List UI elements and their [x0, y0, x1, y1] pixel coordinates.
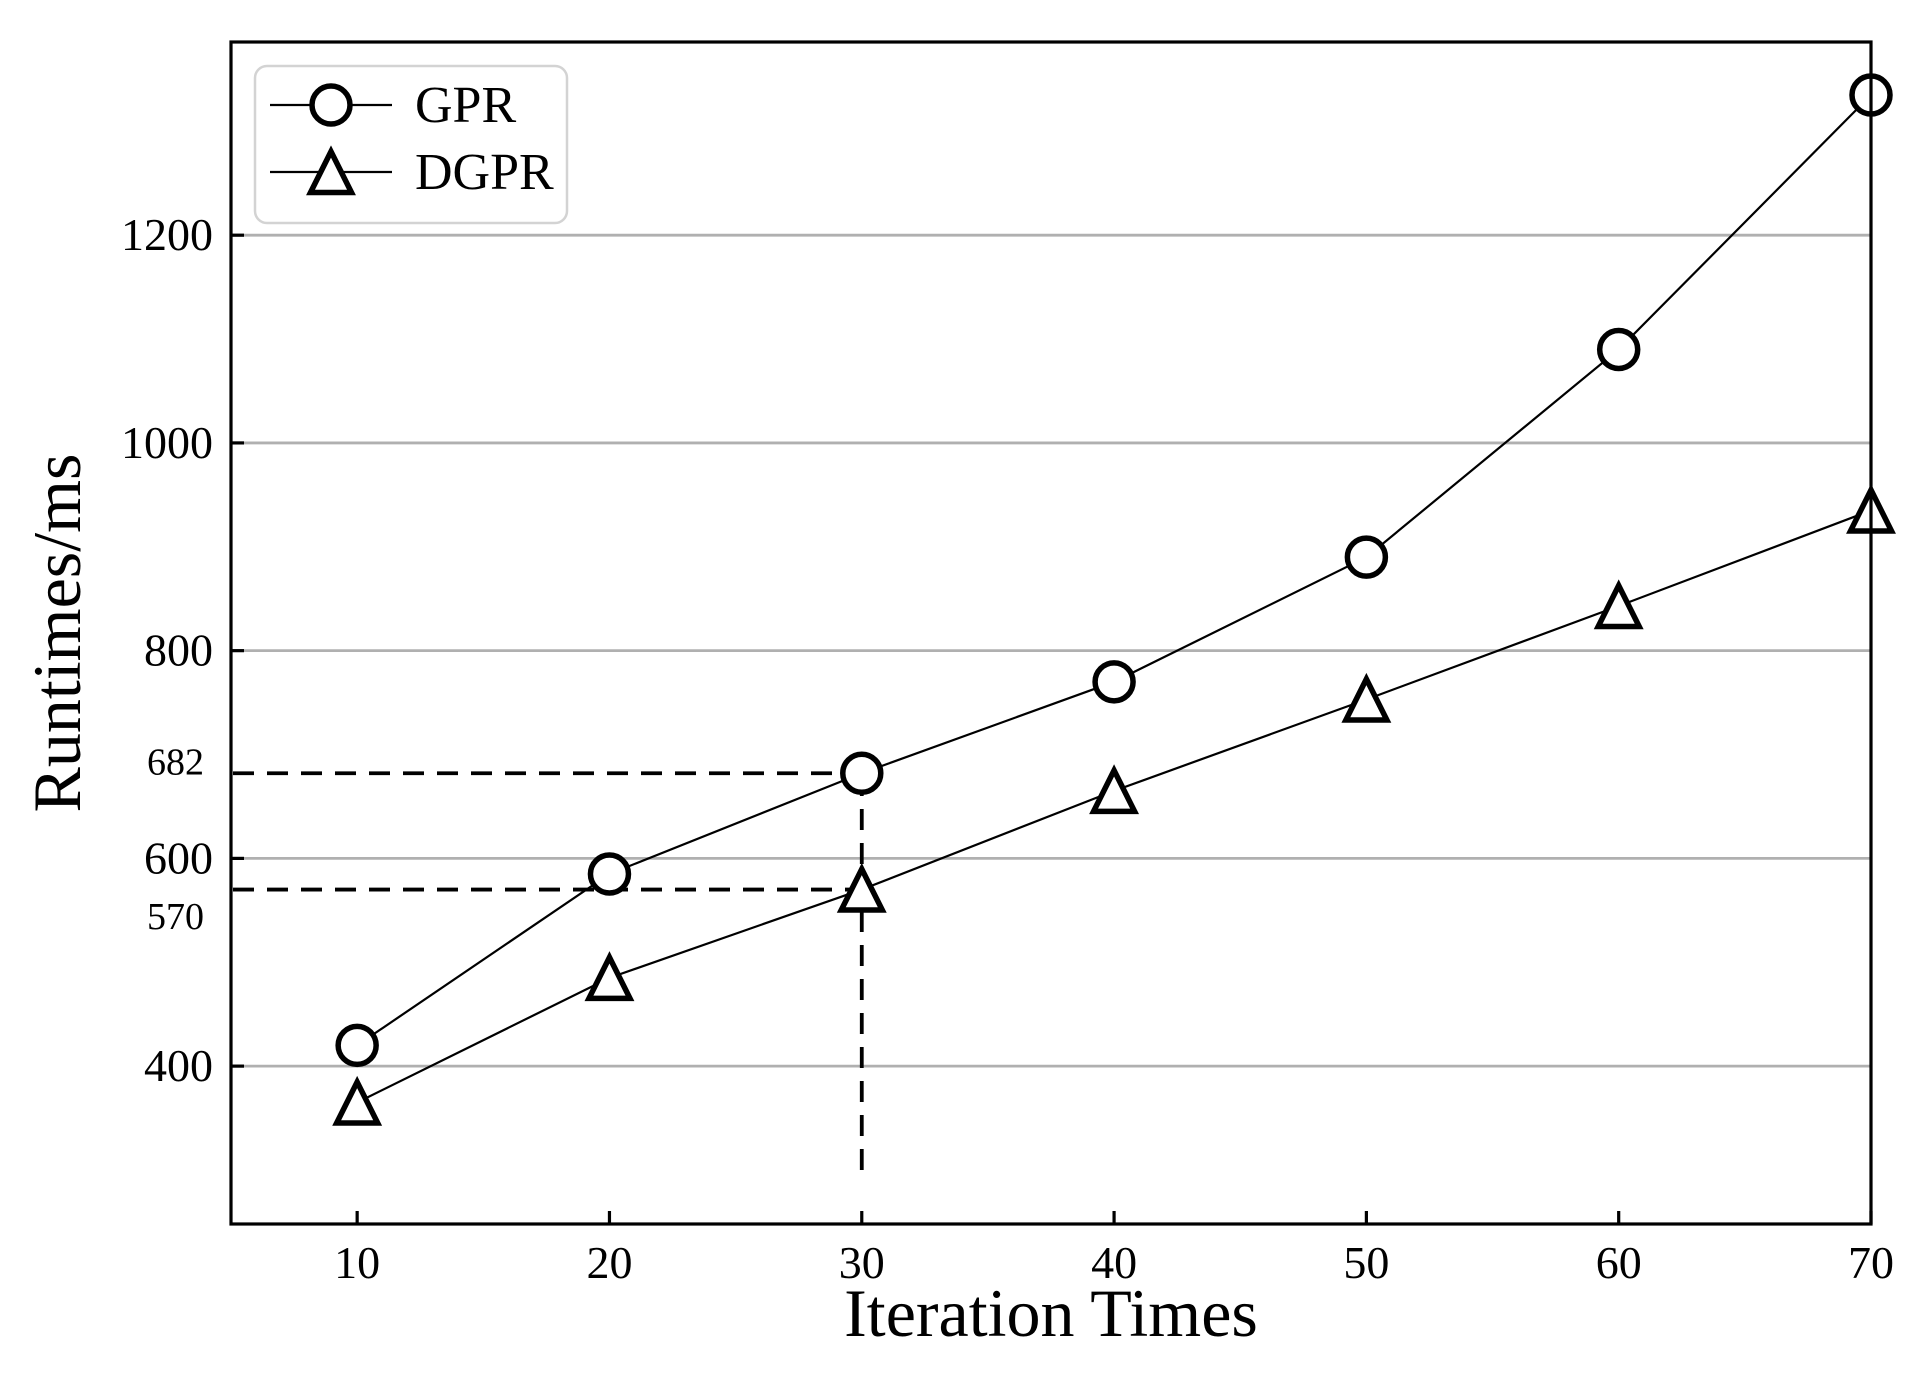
- series-gpr-marker: [335, 1023, 379, 1068]
- legend-label: DGPR: [415, 144, 554, 201]
- ticks: [231, 233, 1873, 1224]
- annotations: [233, 771, 864, 1170]
- x-tick-label: 70: [1848, 1237, 1894, 1288]
- x-axis-label: Iteration Times: [844, 1275, 1258, 1351]
- x-tick-label: 20: [586, 1237, 632, 1288]
- series-dgpr-marker: [1341, 672, 1392, 723]
- series-dgpr-marker: [1089, 764, 1140, 815]
- y-tick-label: 1200: [121, 209, 213, 260]
- y-tick-label: 600: [144, 832, 213, 883]
- y-axis-label: Runtimes/ms: [19, 454, 95, 813]
- series-dgpr-marker: [332, 1075, 383, 1126]
- plot-border: [229, 40, 1873, 1226]
- annotation-label-682: 682: [147, 742, 204, 784]
- circle-marker-icon: [309, 83, 353, 127]
- legend-label: GPR: [415, 77, 516, 134]
- series-dgpr-marker: [1593, 579, 1644, 630]
- series-gpr-marker: [840, 751, 884, 795]
- series-gpr-marker: [1092, 660, 1136, 704]
- x-tick-label: 60: [1596, 1237, 1642, 1288]
- x-tick-label: 40: [1091, 1237, 1137, 1288]
- triangle-marker-icon: [306, 145, 356, 196]
- legend-item-gpr: GPR: [270, 77, 516, 134]
- series-gpr: [335, 73, 1893, 1068]
- series-dgpr: [332, 483, 1896, 1126]
- series-gpr-marker: [1344, 535, 1389, 579]
- gridlines: [231, 233, 1871, 1068]
- x-tick-label: 10: [334, 1237, 380, 1288]
- annotation-label-570: 570: [147, 896, 204, 938]
- x-tick-label: 30: [839, 1237, 885, 1288]
- x-tick-label: 50: [1343, 1237, 1389, 1288]
- legend: GPR DGPR: [253, 64, 569, 225]
- series-gpr-marker: [587, 852, 632, 896]
- series-gpr-marker: [1596, 327, 1641, 372]
- series-dgpr-marker: [584, 951, 635, 1002]
- tick-labels: 10 20 30 40 50 60 70 400 600 800 1000 1200 682 570: [121, 209, 1894, 1288]
- y-tick-label: 400: [144, 1040, 213, 1091]
- series-dgpr-marker: [836, 862, 887, 913]
- y-tick-label: 800: [144, 625, 213, 676]
- y-tick-label: 1000: [121, 417, 213, 468]
- legend-item-dgpr: DGPR: [270, 144, 554, 201]
